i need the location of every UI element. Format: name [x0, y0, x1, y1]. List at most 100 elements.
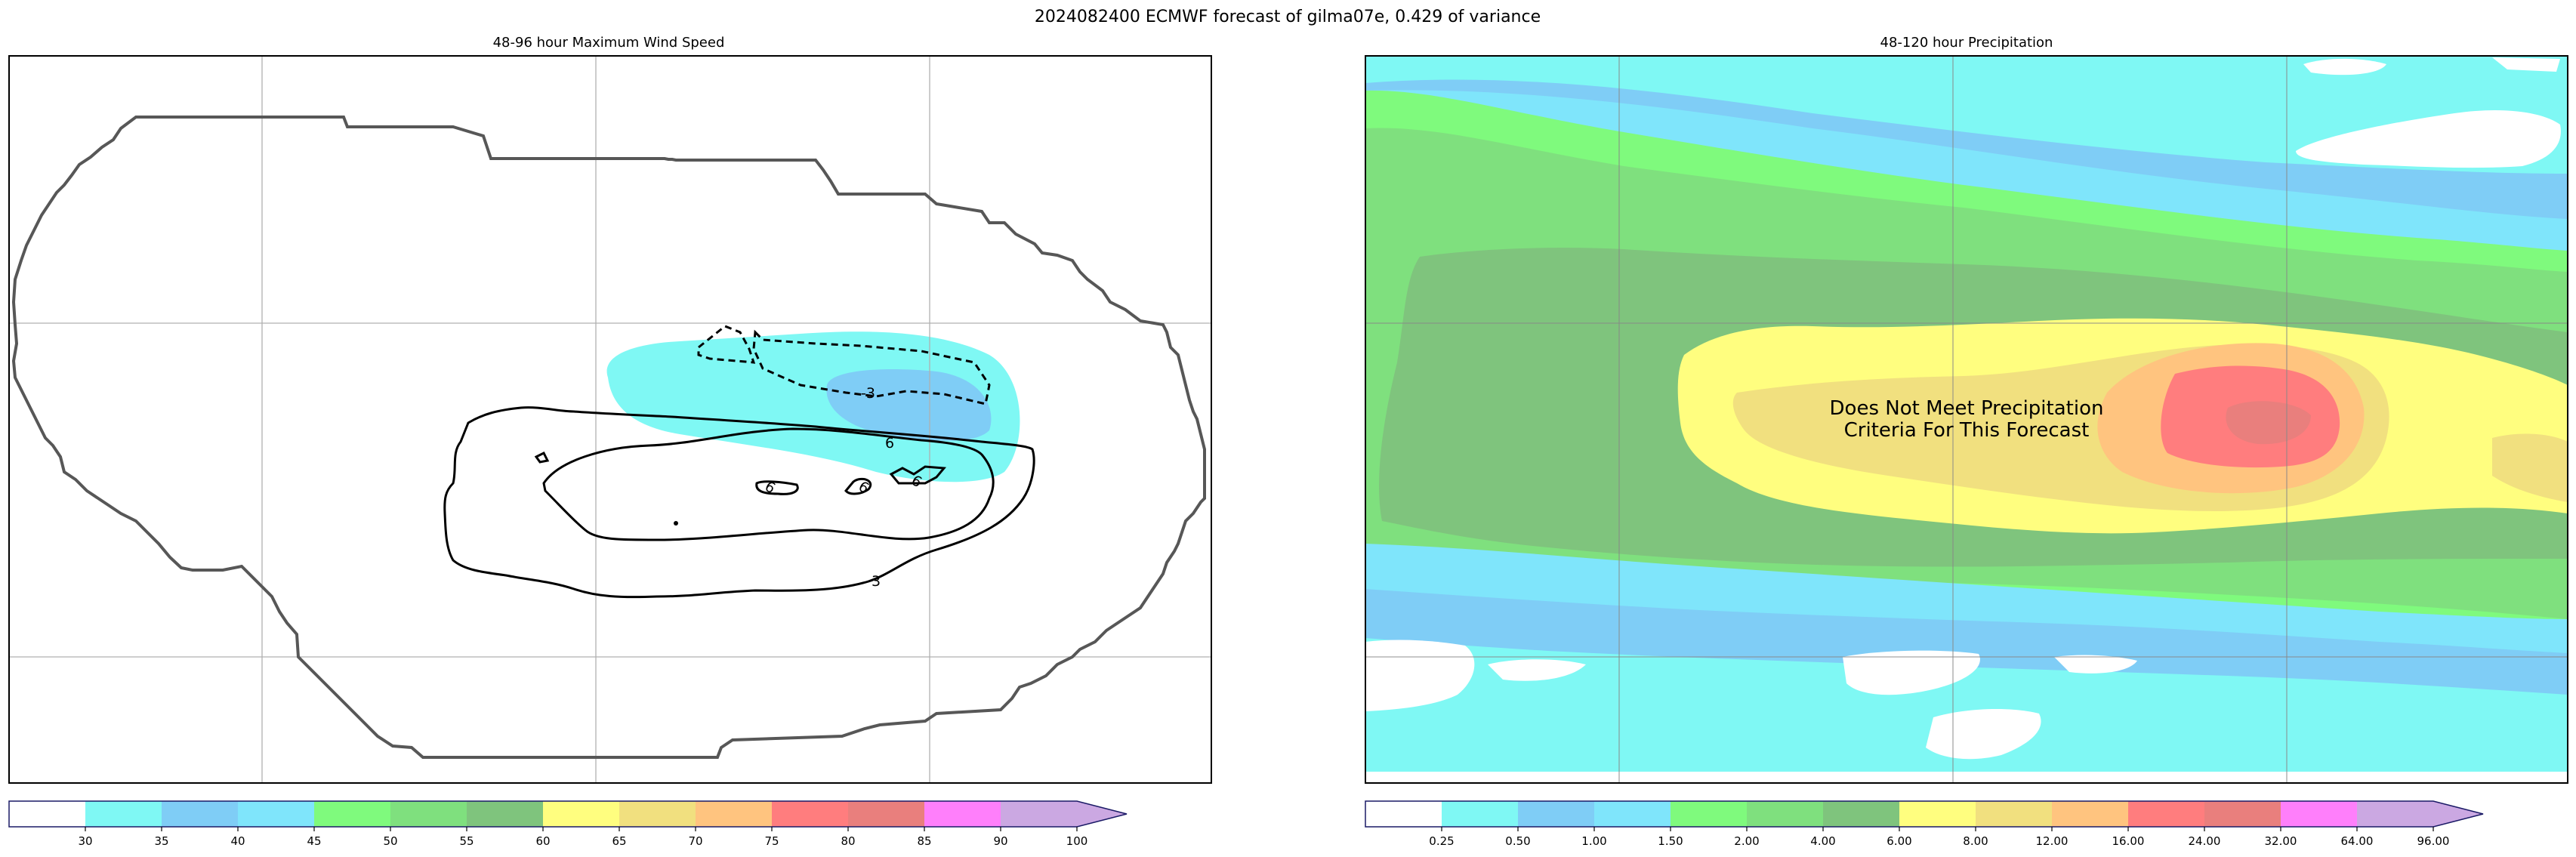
precip-colorbar-extend: [2357, 801, 2483, 827]
wind-colorbar-tick-label: 40: [230, 834, 245, 848]
precip-shade-1p5-lower: [1365, 544, 2568, 664]
wind-plot-frame: [8, 55, 1212, 784]
wind-contour-9-c: [889, 465, 947, 485]
wind-colorbar-tick-label: 85: [917, 834, 931, 848]
wind-contour-9-b: [844, 477, 872, 495]
wind-colorbar-swatch: [238, 801, 315, 827]
wind-colorbar-swatch: [314, 801, 391, 827]
precip-white-patch-h: [2054, 655, 2137, 674]
precip-colorbar-swatch: [1518, 801, 1595, 827]
precip-white-patch-b: [2303, 58, 2386, 76]
wind-contour-small-a: [534, 451, 550, 464]
wind-contour-3: [443, 406, 1035, 599]
wind-colorbar-outline: [8, 800, 1128, 828]
precip-white-patch-a: [2296, 109, 2561, 168]
wind-colorbar-tick-label: 100: [1066, 834, 1088, 848]
precip-colorbar-tick-label: 0.25: [1429, 834, 1454, 848]
precip-colorbar-swatch: [2052, 801, 2129, 827]
wind-colorbar-swatch: [390, 801, 467, 827]
wind-panel-title: 48-96 hour Maximum Wind Speed: [493, 35, 725, 51]
precip-colorbar-tick-label: 12.00: [2036, 834, 2069, 848]
wind-contour-9-a: [755, 480, 799, 495]
wind-colorbar-tick-label: 45: [307, 834, 321, 848]
wind-colorbar-tick-label: 75: [764, 834, 779, 848]
wind-colorbar-tick-label: 35: [154, 834, 168, 848]
precip-white-strip: [1365, 772, 2568, 783]
precip-colorbar-tick-label: 4.00: [1810, 834, 1835, 848]
wind-contour-label-6: 6: [885, 435, 894, 452]
wind-influence-outline: [11, 116, 1206, 759]
wind-colorbar: 30 35 40 45 50 55 60 65 70 75 80 85 90 100: [8, 800, 1128, 848]
precip-gridlines: [1365, 56, 2568, 783]
wind-colorbar-tick-label: 30: [78, 834, 92, 848]
wind-contour-dot: [674, 521, 678, 526]
precip-colorbar-outline: [1365, 800, 2484, 828]
wind-colorbar-swatch: [543, 801, 620, 827]
wind-colorbar-swatch: [85, 801, 162, 827]
figure-suptitle: 2024082400 ECMWF forecast of gilma07e, 0…: [1035, 8, 1541, 26]
precip-colorbar-tick-label: 2.00: [1734, 834, 1759, 848]
precip-colorbar: 0.25 0.50 1.00 1.50 2.00 4.00 6.00 8.00 12.00 16.…: [1365, 800, 2484, 848]
precip-colorbar-swatch: [2204, 801, 2281, 827]
precip-panel-title: 48-120 hour Precipitation: [1880, 35, 2053, 51]
precip-colorbar-swatch: [1899, 801, 1976, 827]
precip-white-patch-c: [2492, 57, 2560, 72]
precip-colorbar-swatch: [2281, 801, 2358, 827]
wind-gridlines: [9, 56, 1211, 783]
precip-annotation-line: Does Not Meet Precipitation: [1830, 397, 2104, 420]
precip-field: [1365, 56, 2568, 783]
wind-colorbar-swatch: [924, 801, 1001, 827]
precip-colorbar-tick-label: 6.00: [1886, 834, 1911, 848]
precip-white-patch-f: [1843, 650, 1980, 695]
precip-panel: 48-120 hour Precipitation: [1365, 35, 2568, 848]
precip-colorbar-tick-label: 8.00: [1963, 834, 1988, 848]
wind-colorbar-tick-label: 60: [535, 834, 550, 848]
wind-colorbar-tick-label: 80: [841, 834, 855, 848]
precip-colorbar-swatch: [1976, 801, 2053, 827]
precip-colorbar-tick-label: 16.00: [2112, 834, 2145, 848]
precip-colorbar-tick-label: 0.50: [1505, 834, 1530, 848]
precip-colorbar-tick-label: 96.00: [2417, 834, 2450, 848]
wind-shade-40: [826, 369, 992, 441]
wind-colorbar-swatch: [696, 801, 773, 827]
precip-colorbar-tick-label: 64.00: [2341, 834, 2374, 848]
wind-contour-label-neg3: -3: [861, 385, 875, 402]
precip-colorbar-tick-label: 1.50: [1658, 834, 1683, 848]
wind-plot-background: [9, 56, 1211, 783]
precip-annotation: Does Not Meet Precipitation Criteria For …: [1830, 397, 2104, 442]
precip-plot-frame: [1365, 55, 2568, 784]
wind-colorbar-tick-label: 90: [993, 834, 1007, 848]
precip-colorbar-swatch: [2128, 801, 2205, 827]
precip-colorbar-swatch: [1823, 801, 1900, 827]
wind-colorbar-extend: [1001, 801, 1127, 827]
precip-shade-32p0: [2226, 401, 2311, 445]
precip-colorbar-swatch: [1671, 801, 1748, 827]
wind-colorbar-swatch: [162, 801, 239, 827]
precip-white-patch-e: [1488, 659, 1586, 681]
precip-colorbar-swatch: [1365, 801, 1442, 827]
wind-colorbar-swatch: [772, 801, 849, 827]
precip-colorbar-swatch: [1747, 801, 1824, 827]
precip-colorbar-tick-label: 32.00: [2265, 834, 2297, 848]
wind-colorbar-swatch: [619, 801, 696, 827]
precip-annotation-line: Criteria For This Forecast: [1844, 419, 2090, 442]
wind-colorbar-swatch: [848, 801, 925, 827]
precip-colorbar-swatch: [1594, 801, 1671, 827]
wind-colorbar-swatch: [9, 801, 86, 827]
wind-panel: 48-96 hour Maximum Wind Speed -3: [8, 35, 1212, 848]
wind-contour-6: [542, 427, 995, 541]
precip-white-patch-g: [1926, 708, 2041, 760]
wind-colorbar-tick-label: 70: [688, 834, 702, 848]
wind-contour-neg3-b: [752, 329, 991, 405]
wind-contour-neg3-a: [697, 325, 756, 364]
precip-shade-12p0-edge: [2492, 433, 2568, 502]
wind-colorbar-tick-label: 65: [612, 834, 626, 848]
wind-colorbar-swatch: [467, 801, 544, 827]
precip-white-patch-d: [1365, 640, 1475, 711]
wind-colorbar-tick-label: 55: [459, 834, 474, 848]
precip-shade-1p0-lower: [1365, 589, 2568, 695]
precip-colorbar-tick-label: 1.00: [1581, 834, 1606, 848]
precip-colorbar-tick-label: 24.00: [2189, 834, 2221, 848]
